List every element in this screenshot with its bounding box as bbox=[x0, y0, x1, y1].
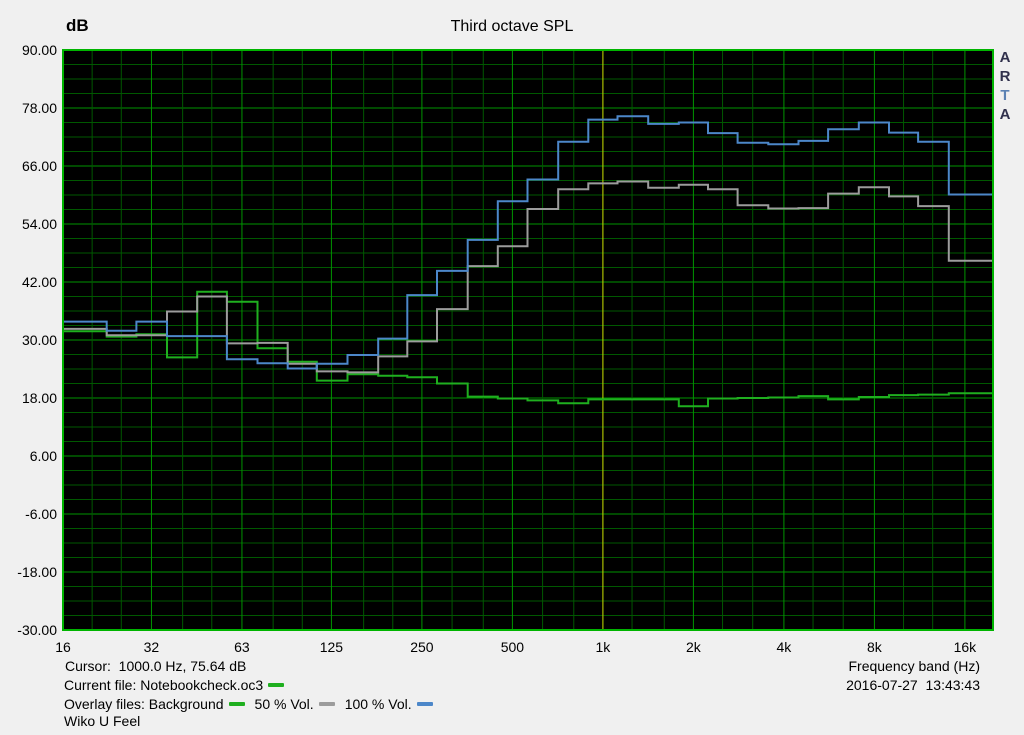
overlay-files-label: Overlay files: Background bbox=[64, 696, 224, 712]
y-tick-label: 66.00 bbox=[22, 158, 57, 174]
x-tick-label: 63 bbox=[234, 639, 250, 655]
x-tick-label: 16 bbox=[55, 639, 71, 655]
y-tick-label: 6.00 bbox=[30, 448, 57, 464]
x-tick-label: 125 bbox=[320, 639, 344, 655]
x-tick-label: 8k bbox=[867, 639, 883, 655]
y-tick-label: 42.00 bbox=[22, 274, 57, 290]
x-tick-label: 4k bbox=[777, 639, 793, 655]
background-legend-swatch bbox=[228, 701, 245, 706]
x-tick-label: 32 bbox=[144, 639, 160, 655]
y-tick-label: 78.00 bbox=[22, 100, 57, 116]
chart-title: Third octave SPL bbox=[450, 18, 574, 35]
x-tick-label: 500 bbox=[501, 639, 525, 655]
series-background bbox=[63, 290, 993, 408]
third-octave-plot[interactable]: 90.00 78.00 66.00 54.00 42.00 30.00 18.00 6.00 -… bbox=[0, 0, 1024, 660]
x-tick-label: 1k bbox=[596, 639, 612, 655]
series-100-vol bbox=[63, 115, 993, 370]
watermark-letter: T bbox=[1000, 87, 1010, 104]
legend-50-label: 50 % Vol. bbox=[254, 696, 314, 712]
x-axis-label: Frequency band (Hz) bbox=[848, 658, 980, 674]
datetime-stamp: 2016-07-27 13:43:43 bbox=[846, 677, 980, 693]
y-tick-label: -6.00 bbox=[25, 506, 57, 522]
watermark-letter: R bbox=[999, 68, 1011, 85]
y-tick-label: -18.00 bbox=[17, 564, 57, 580]
overlay-files-row: Overlay files: Background 50 % Vol. 100 % … bbox=[64, 696, 433, 712]
x-tick-label: 2k bbox=[686, 639, 702, 655]
x-tick-label: 16k bbox=[954, 639, 978, 655]
y-tick-label: 30.00 bbox=[22, 332, 57, 348]
y-tick-label: 54.00 bbox=[22, 216, 57, 232]
vol100-legend-swatch bbox=[416, 701, 433, 706]
current-file-row: Current file: Notebookcheck.oc3 bbox=[64, 677, 285, 693]
x-tick-label: 250 bbox=[410, 639, 434, 655]
y-tick-label: 18.00 bbox=[22, 390, 57, 406]
y-tick-label: 90.00 bbox=[22, 42, 57, 58]
watermark-letter: A bbox=[999, 106, 1011, 123]
current-file-label: Current file: Notebookcheck.oc3 bbox=[64, 677, 264, 693]
watermark-letter: A bbox=[999, 49, 1011, 66]
legend-100-label: 100 % Vol. bbox=[344, 696, 412, 712]
current-file-legend-swatch bbox=[268, 682, 285, 687]
y-axis-unit-label: dB bbox=[66, 16, 89, 35]
device-name: Wiko U Feel bbox=[64, 713, 141, 729]
plot-border bbox=[62, 49, 994, 631]
y-tick-label: -30.00 bbox=[17, 622, 57, 638]
cursor-readout: Cursor: 1000.0 Hz, 75.64 dB bbox=[65, 658, 247, 674]
vol50-legend-swatch bbox=[318, 701, 335, 706]
